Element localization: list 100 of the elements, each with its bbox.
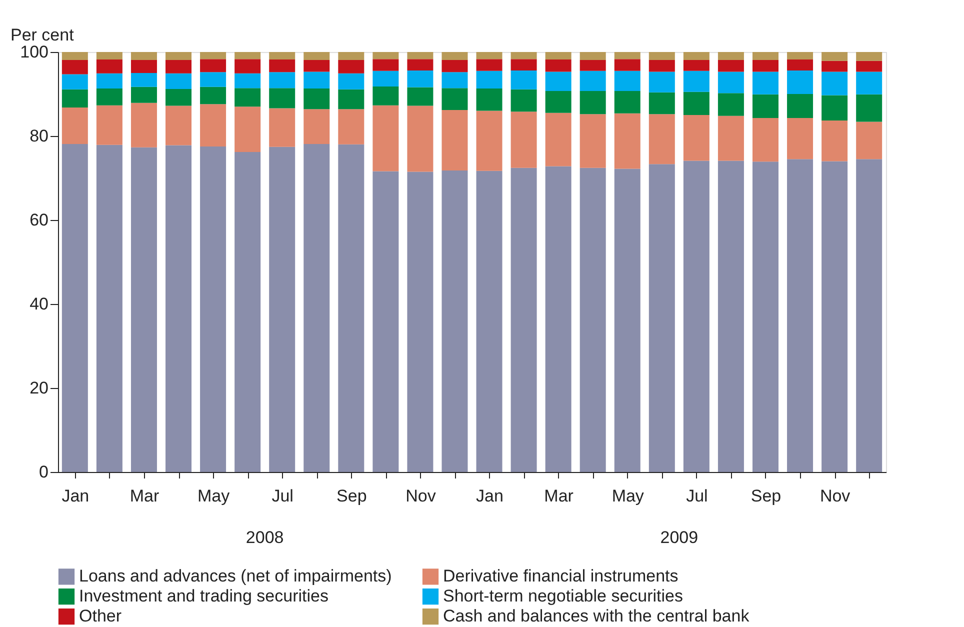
bar	[269, 108, 296, 147]
bar	[476, 170, 502, 472]
y-tick-label: 80	[30, 126, 48, 146]
bar	[130, 102, 157, 148]
bar	[200, 146, 226, 472]
bar	[200, 52, 226, 60]
bar	[787, 52, 814, 60]
bar	[510, 52, 537, 60]
bar	[442, 72, 468, 88]
bar	[407, 52, 434, 60]
x-tick-label: Jul	[272, 486, 294, 506]
bar	[648, 72, 675, 92]
bar	[130, 147, 157, 472]
bar	[338, 89, 364, 110]
bar	[787, 60, 814, 70]
bar	[96, 73, 122, 89]
bar	[96, 60, 122, 74]
bar	[130, 73, 157, 87]
bar	[234, 52, 261, 60]
bar	[822, 161, 848, 472]
bar	[442, 52, 468, 60]
bar	[856, 94, 882, 122]
bar	[822, 52, 848, 61]
bar	[476, 88, 502, 111]
bar	[304, 88, 330, 110]
bar	[683, 92, 710, 115]
bar	[166, 52, 192, 60]
bar	[648, 52, 675, 60]
bar	[130, 52, 157, 60]
bar	[545, 91, 572, 113]
bar	[822, 72, 848, 96]
bar	[718, 93, 744, 116]
x-tick-label: Mar	[544, 486, 574, 506]
bar	[442, 110, 468, 170]
bar	[442, 60, 468, 72]
bar	[822, 60, 848, 72]
bar	[234, 88, 261, 107]
bar	[200, 72, 226, 87]
bar	[304, 144, 330, 472]
bar	[752, 94, 778, 118]
bar	[648, 92, 675, 114]
bar	[269, 60, 296, 72]
text: 2009	[660, 528, 698, 547]
bar	[580, 52, 606, 60]
bar	[856, 52, 882, 61]
bar	[752, 72, 778, 94]
bar	[510, 89, 537, 112]
bar	[510, 70, 537, 90]
y-tick-label: 60	[30, 210, 48, 230]
bar	[234, 106, 261, 152]
text: 2008	[246, 528, 284, 547]
bar	[683, 60, 710, 71]
legend-label: Short-term negotiable securities	[443, 586, 684, 606]
x-tick-label: May	[197, 486, 230, 506]
bar	[510, 59, 537, 70]
bar	[372, 105, 399, 172]
bar	[304, 72, 330, 89]
x-tick-label: May	[612, 486, 644, 506]
bar	[200, 86, 226, 104]
bar	[372, 86, 399, 106]
x-tick-label: Sep	[336, 486, 367, 506]
bar	[856, 122, 882, 160]
bar	[510, 112, 537, 168]
bar	[269, 88, 296, 108]
bar	[62, 52, 88, 60]
bar	[476, 59, 502, 71]
bar	[62, 74, 88, 90]
bar	[200, 104, 226, 146]
x-tick-label: Sep	[750, 486, 782, 506]
bar	[614, 113, 640, 169]
bar	[62, 144, 88, 472]
bar	[856, 159, 882, 472]
bar	[787, 70, 814, 94]
legend-label: Cash and balances with the central bank	[443, 606, 750, 626]
bar	[648, 60, 675, 72]
bar	[476, 110, 502, 171]
bar	[580, 168, 606, 472]
bar	[407, 70, 434, 88]
y-tick-label: 20	[30, 378, 48, 398]
bar	[372, 52, 399, 60]
bar	[718, 52, 744, 60]
bar	[372, 171, 399, 472]
bar	[96, 52, 122, 60]
bar	[269, 146, 296, 472]
bar	[787, 118, 814, 160]
bar	[166, 145, 192, 472]
bar	[545, 166, 572, 472]
bar	[545, 52, 572, 60]
bar	[822, 95, 848, 120]
x-tick-label: Nov	[820, 486, 851, 506]
bar	[683, 160, 710, 472]
bar	[96, 105, 122, 145]
x-tick-label: Mar	[130, 486, 160, 506]
bar	[683, 70, 710, 92]
bar	[580, 91, 606, 114]
bar	[442, 88, 468, 110]
bar	[648, 164, 675, 472]
bar	[580, 60, 606, 71]
x-tick-label: Nov	[406, 486, 436, 506]
bar	[130, 60, 157, 73]
